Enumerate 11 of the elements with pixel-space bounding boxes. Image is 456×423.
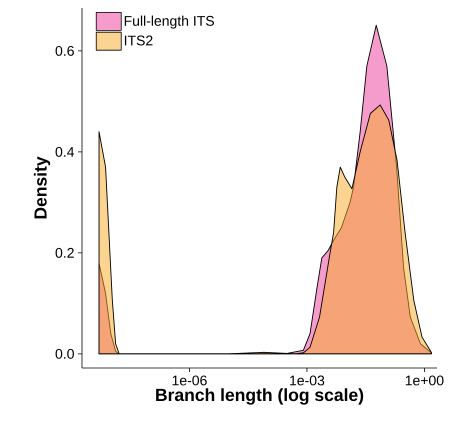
y-tick-label: 0.4 xyxy=(56,146,74,157)
legend-label: Full-length ITS xyxy=(124,16,214,29)
y-tick-label: 0.2 xyxy=(56,248,74,258)
y-tick-label: 0.0 xyxy=(56,348,74,359)
x-tick-label: 1e-06 xyxy=(172,376,207,386)
x-tick-label: 1e+00 xyxy=(406,376,444,386)
x-axis-title: Branch length (log scale) xyxy=(156,388,364,405)
y-axis-title: Density xyxy=(34,156,50,218)
legend-label: ITS2 xyxy=(124,36,152,46)
y-tick-label: 0.6 xyxy=(56,46,74,56)
x-tick-label: 1e-03 xyxy=(290,376,324,386)
